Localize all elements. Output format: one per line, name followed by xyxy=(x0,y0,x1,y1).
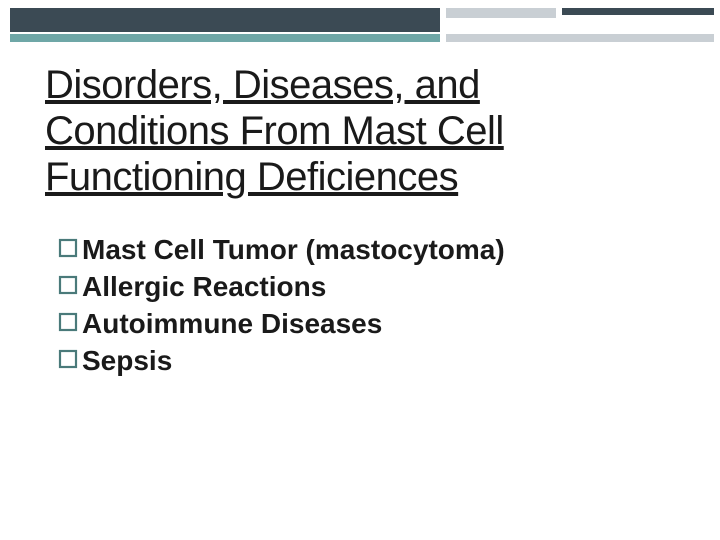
bullet-list: Mast Cell Tumor (mastocytoma)Allergic Re… xyxy=(58,232,618,380)
decorative-top-bar xyxy=(0,0,720,44)
bullet-item: Autoimmune Diseases xyxy=(58,306,618,341)
bullet-text: Allergic Reactions xyxy=(82,269,326,304)
decor-segment xyxy=(446,8,556,18)
slide-title: Disorders, Diseases, and Conditions From… xyxy=(45,62,605,200)
square-bullet-icon xyxy=(58,312,78,332)
decor-segment xyxy=(10,8,440,32)
bullet-item: Mast Cell Tumor (mastocytoma) xyxy=(58,232,618,267)
decor-segment xyxy=(10,34,440,42)
decor-segment xyxy=(446,34,714,42)
bullet-item: Sepsis xyxy=(58,343,618,378)
square-bullet-icon xyxy=(58,275,78,295)
bullet-item: Allergic Reactions xyxy=(58,269,618,304)
bullet-text: Mast Cell Tumor (mastocytoma) xyxy=(82,232,505,267)
square-bullet-icon xyxy=(58,238,78,258)
bullet-text: Sepsis xyxy=(82,343,172,378)
decor-segment xyxy=(562,8,714,15)
bullet-text: Autoimmune Diseases xyxy=(82,306,382,341)
square-bullet-icon xyxy=(58,349,78,369)
